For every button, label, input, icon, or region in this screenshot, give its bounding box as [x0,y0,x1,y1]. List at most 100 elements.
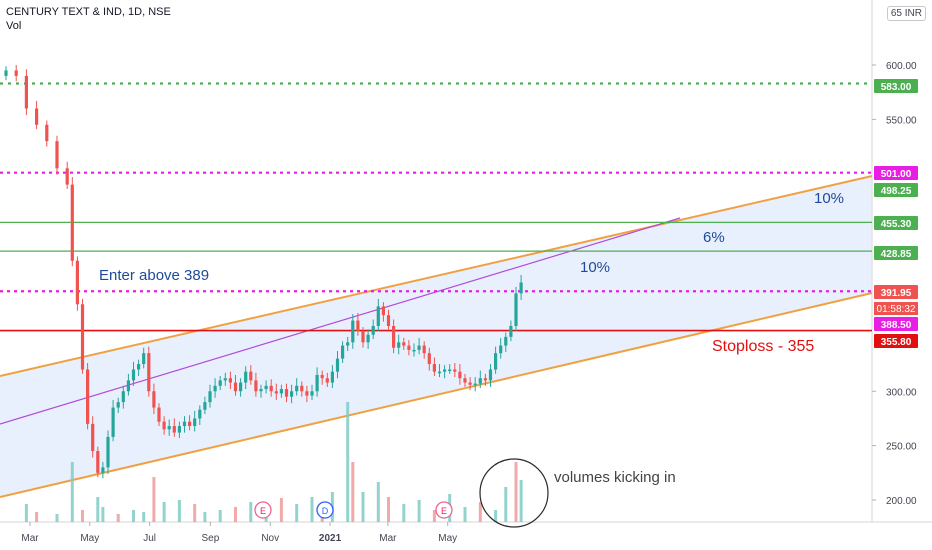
candle-body [254,380,258,392]
candle-body [295,385,299,392]
volume-bar [162,502,166,522]
candle-body [290,391,294,397]
volume-bar [402,504,406,522]
price-tag-label: 355.80 [881,337,912,348]
annotation-pct-10-b: 10% [814,190,844,207]
x-tick-label: Mar [21,533,39,544]
candle-body [14,70,18,76]
candle-body [483,378,487,381]
currency-badge[interactable]: 65 INR [886,6,926,21]
candle-body [488,369,493,381]
candle-body [213,385,217,392]
candle-body [137,364,141,370]
candle-body [402,342,406,346]
price-tag [874,334,918,348]
x-tick-label: Mar [379,533,397,544]
candle-body [448,369,452,371]
candle-body [208,391,212,403]
channel-fill [0,176,872,497]
volume-bar [519,480,523,522]
candle-body [325,378,329,383]
candle-body [116,402,120,408]
candle-body [233,382,238,392]
candle-body [162,421,166,430]
volume-bar [81,510,84,522]
volume-bar [514,462,518,522]
volume-bar [193,504,197,522]
candle-body [70,184,74,261]
candle-body [147,353,151,392]
earnings-marker [435,501,453,519]
volume-bar [346,402,350,522]
candle-body [167,426,171,430]
price-tag-label: 583.00 [881,82,912,93]
candle-body [80,304,85,370]
candle-body [412,349,416,352]
candle-body [463,378,467,383]
volume-bar [351,462,355,522]
candle-body [407,345,411,350]
volume-bar [142,512,146,522]
y-tick-label: 200.00 [886,496,917,507]
price-tag [874,317,918,331]
candle-body [519,282,523,294]
price-tag [874,183,918,197]
channel-lower-line [0,292,873,498]
candle-body [478,378,482,384]
candle-body [249,371,253,381]
x-tick-label: Sep [202,533,220,544]
candle-body [142,353,146,365]
candle-body [193,418,197,427]
candle-body [86,369,90,424]
candle-body [65,168,69,185]
dividend-marker [316,501,334,519]
x-tick-label: Nov [261,533,279,544]
candle-body [126,380,130,392]
candle-body [356,320,360,332]
annotation-pct-6: 6% [703,229,725,246]
volume-bar [116,514,120,522]
candle-body [172,426,176,433]
trend-line [0,217,681,425]
candle-body [310,391,314,396]
candle-body [320,374,324,379]
volume-bar [463,507,467,522]
volume-indicator-label[interactable]: Vol [6,20,22,32]
price-tag-label: 455.30 [881,219,912,230]
y-tick-label: 300.00 [886,387,917,398]
price-tag-label: 428.85 [881,249,912,260]
countdown-label: 01:58:32 [877,304,916,315]
y-tick-label: 600.00 [886,61,917,72]
volume-bar [152,477,156,522]
candle-body [45,124,49,142]
candle-body [397,342,401,348]
candle-body [203,402,207,410]
price-tag-label: 391.95 [881,288,912,299]
candle-body [386,315,391,326]
candle-body [417,345,421,350]
candle-body [499,345,503,354]
price-tag-label: 501.00 [881,169,912,180]
candle-body [468,382,472,385]
volume-highlight-circle [479,458,549,528]
volume-bar [279,498,283,522]
event-label: D [322,506,329,516]
candle-body [509,326,513,337]
candle-body [55,141,59,169]
candle-body [351,320,355,343]
candle-body [473,383,477,386]
volume-bar [494,510,498,522]
currency-prefix: 65 [890,8,902,19]
x-tick-label: Jul [143,533,156,544]
volume-bar [101,507,105,522]
volume-bar [417,500,421,522]
annotation-volumes: volumes kicking in [554,469,676,486]
event-label: E [260,506,266,516]
y-tick-label: 550.00 [886,115,917,126]
candle-body [341,345,345,359]
volume-bar [177,500,181,522]
volume-bar [295,504,299,522]
volume-bar [218,510,222,522]
annotation-stoploss: Stoploss - 355 [712,338,814,355]
